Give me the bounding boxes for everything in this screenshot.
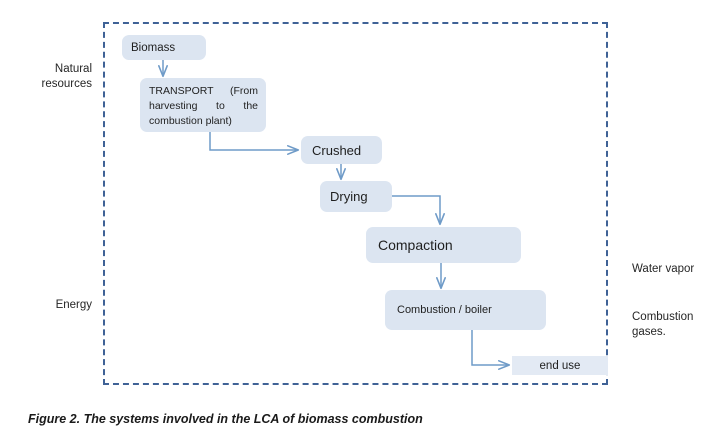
node-drying: Drying (320, 181, 392, 212)
node-end-use: end use (512, 356, 608, 375)
node-transport-label: TRANSPORT (From harvesting to the combus… (149, 85, 258, 127)
label-water-vapor: Water vapor (632, 263, 695, 275)
system-boundary (103, 22, 608, 385)
label-energy: Energy (55, 299, 92, 311)
label-combustion-gases: Combustion gases. (632, 311, 694, 338)
node-combustion-label: Combustion / boiler (397, 304, 492, 316)
node-compaction-label: Compaction (378, 237, 453, 253)
node-end-use-label: end use (539, 359, 581, 372)
label-natural-resources: Natural resources (41, 63, 93, 90)
node-crushed: Crushed (301, 136, 382, 164)
node-combustion: Combustion / boiler (385, 290, 546, 330)
node-compaction: Compaction (366, 227, 521, 263)
node-biomass: Biomass (122, 35, 206, 60)
node-crushed-label: Crushed (312, 142, 362, 158)
figure-caption: Figure 2. The systems involved in the LC… (28, 412, 423, 426)
node-transport: TRANSPORT (From harvesting to the combus… (140, 78, 266, 132)
node-drying-label: Drying (330, 189, 368, 204)
node-biomass-label: Biomass (131, 41, 176, 54)
